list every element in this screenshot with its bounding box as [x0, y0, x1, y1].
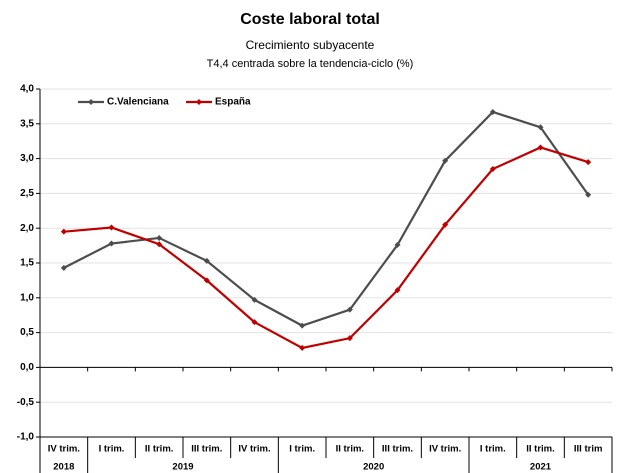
- point-marker: [346, 335, 353, 342]
- point-marker: [60, 228, 67, 235]
- x-tick-label: II trim.: [336, 444, 365, 455]
- x-tick-label: II trim.: [526, 444, 555, 455]
- year-label: 2020: [363, 462, 384, 473]
- point-marker: [108, 240, 115, 247]
- x-tick-label: I trim.: [480, 444, 506, 455]
- point-marker: [489, 108, 496, 115]
- point-marker: [251, 296, 258, 303]
- point-marker: [299, 344, 306, 351]
- y-tick-label: 2,5: [20, 188, 34, 199]
- x-tick-label: I trim.: [289, 444, 315, 455]
- point-marker: [203, 257, 210, 264]
- point-marker: [537, 144, 544, 151]
- legend-label: C.Valenciana: [107, 97, 169, 108]
- point-marker: [346, 306, 353, 313]
- x-tick-label: III trim: [574, 444, 603, 455]
- x-tick-label: IV trim.: [238, 444, 270, 455]
- point-marker: [394, 241, 401, 248]
- year-label: 2018: [53, 462, 74, 473]
- y-tick-label: 1,0: [20, 292, 34, 303]
- chart-subtitle: Crecimiento subyacente: [246, 38, 375, 52]
- point-marker: [203, 277, 210, 284]
- year-label: 2021: [530, 462, 552, 473]
- y-tick-label: 2,0: [20, 223, 34, 234]
- chart-subtitle: T4,4 centrada sobre la tendencia-ciclo (…: [207, 58, 414, 70]
- point-marker: [156, 234, 163, 241]
- x-tick-label: I trim.: [99, 444, 125, 455]
- point-marker: [585, 159, 592, 166]
- point-marker: [60, 264, 67, 271]
- y-tick-label: 3,0: [20, 153, 34, 164]
- legend-marker: [88, 99, 94, 105]
- x-tick-label: IV trim.: [48, 444, 80, 455]
- series-line: [63, 146, 589, 350]
- year-label: 2019: [172, 462, 193, 473]
- series-line: [63, 110, 590, 327]
- point-marker: [585, 191, 592, 198]
- y-tick-label: 1,5: [20, 258, 34, 269]
- point-marker: [394, 287, 401, 294]
- y-tick-label: -0,5: [17, 397, 35, 408]
- x-tick-label: IV trim.: [429, 444, 461, 455]
- y-tick-label: 4,0: [20, 84, 34, 95]
- legend-label: España: [215, 97, 251, 108]
- y-tick-label: 0,0: [20, 362, 34, 373]
- point-marker: [299, 322, 306, 329]
- point-marker: [156, 241, 163, 248]
- x-tick-label: III trim.: [191, 444, 222, 455]
- x-tick-label: II trim.: [145, 444, 174, 455]
- point-marker: [108, 224, 115, 231]
- point-marker: [442, 221, 449, 228]
- point-marker: [489, 166, 496, 173]
- x-tick-label: III trim.: [382, 444, 413, 455]
- chart-title: Coste laboral total: [240, 11, 380, 28]
- y-tick-label: 3,5: [20, 118, 34, 129]
- legend-marker: [196, 99, 202, 105]
- point-marker: [251, 319, 258, 326]
- y-tick-label: -1,0: [17, 432, 35, 443]
- point-marker: [442, 157, 449, 164]
- point-marker: [537, 124, 544, 131]
- y-tick-label: 0,5: [20, 327, 34, 338]
